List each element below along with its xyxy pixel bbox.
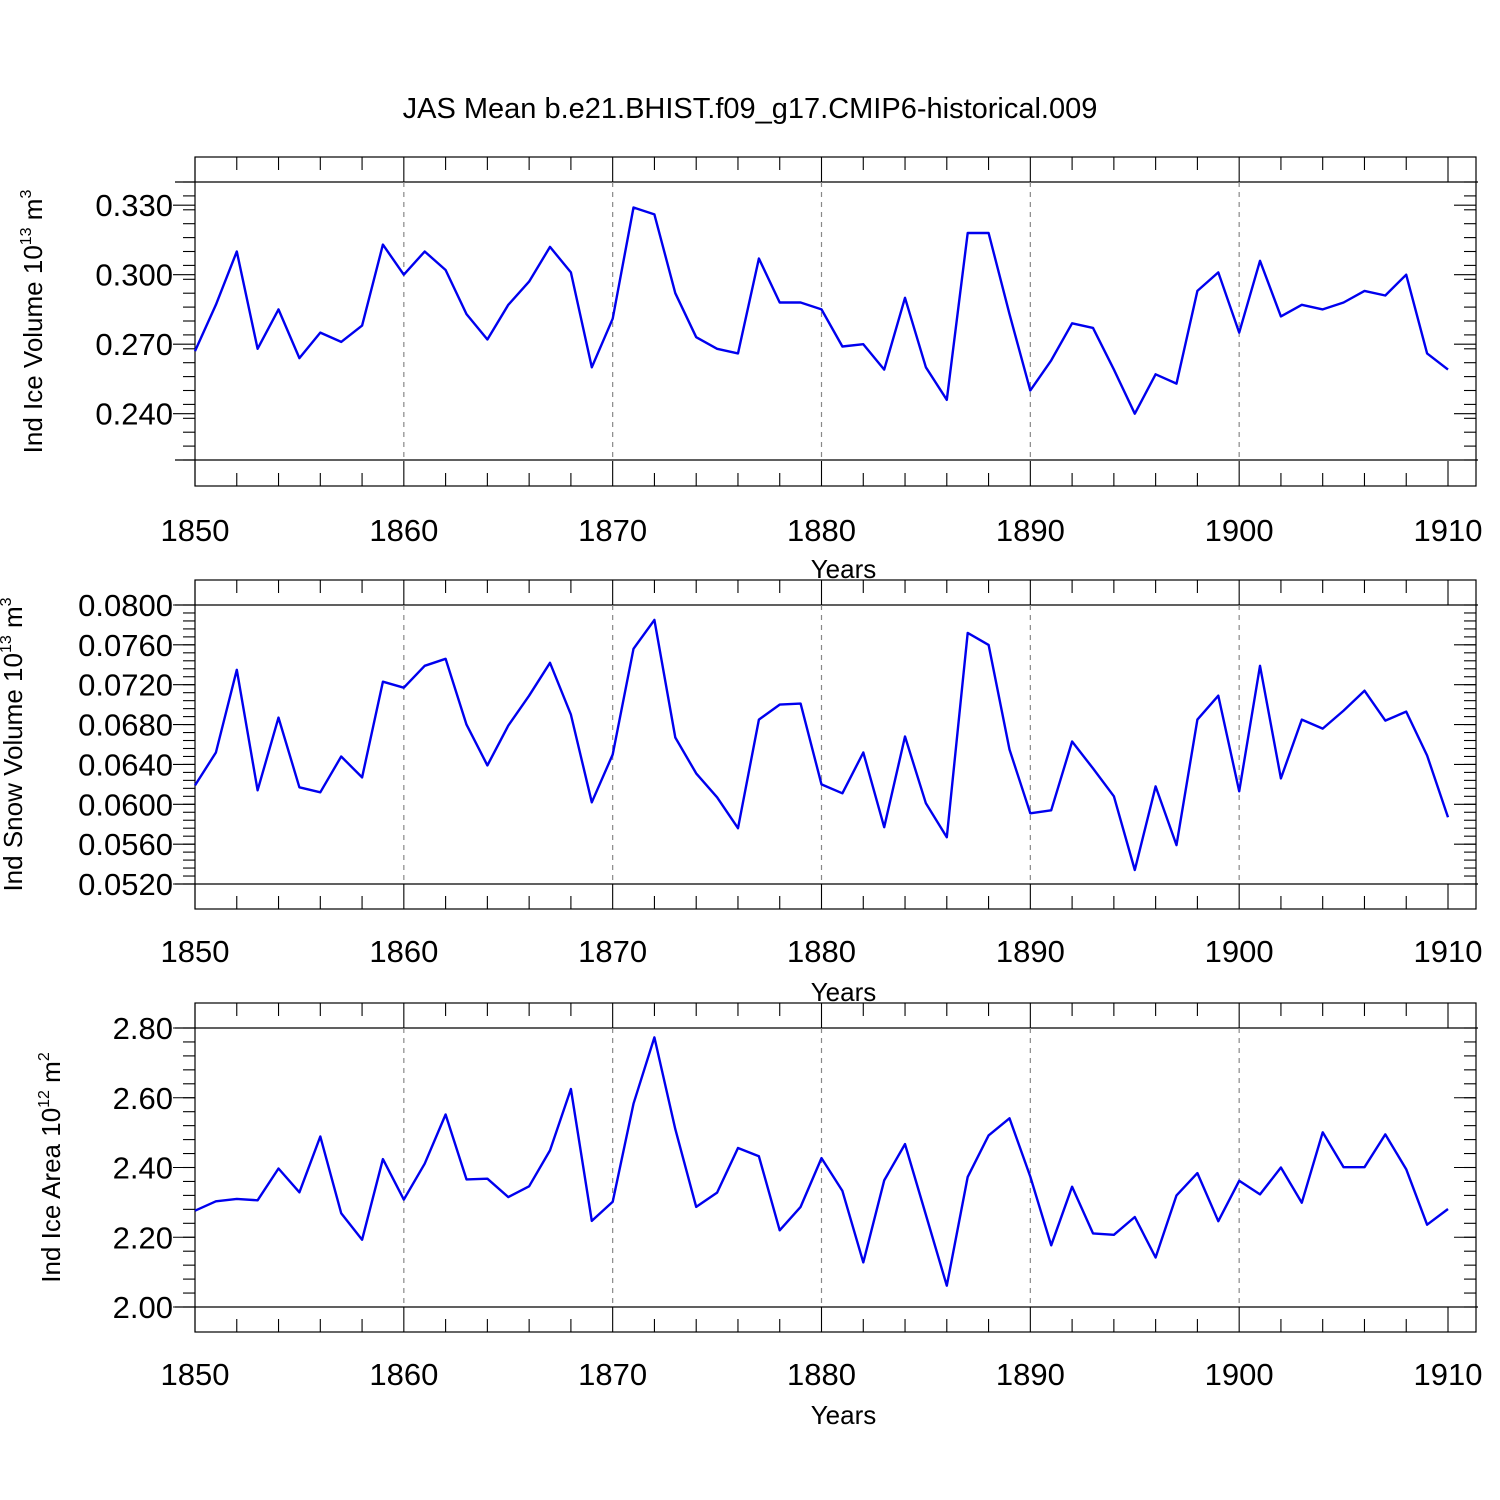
x-tick-label: 1880 — [787, 1357, 856, 1392]
series-line-ice-area — [194, 1036, 1449, 1287]
x-axis-label: Years — [811, 1400, 877, 1430]
y-label-unit-exponent: 2 — [36, 1052, 53, 1061]
y-label-main: Ind Ice Area 10 — [36, 1108, 66, 1283]
y-tick-label: 0.0720 — [78, 668, 173, 703]
x-tick-label: 1900 — [1205, 513, 1274, 548]
x-tick-label: 1860 — [369, 513, 438, 548]
y-tick-label: 0.0600 — [78, 787, 173, 822]
y-label-main: Ind Ice Volume 10 — [18, 245, 48, 453]
y-label-exponent: 12 — [36, 1090, 53, 1108]
x-tick-label: 1880 — [787, 513, 856, 548]
y-tick-label: 2.00 — [113, 1290, 173, 1325]
plot-frame — [194, 579, 1477, 910]
x-axis-label: Years — [811, 977, 877, 1007]
y-tick-label: 0.270 — [95, 327, 173, 362]
y-tick-label: 0.240 — [95, 397, 173, 432]
y-tick-label: 0.0640 — [78, 747, 173, 782]
y-label-main: Ind Snow Volume 10 — [0, 653, 28, 892]
y-label-exponent: 13 — [0, 635, 15, 653]
series-line-ice-volume — [193, 206, 1449, 415]
y-label-exponent: 13 — [18, 227, 35, 245]
y-tick-label: 0.0800 — [78, 588, 173, 623]
plot-frame — [194, 156, 1477, 487]
x-tick-label: 1870 — [578, 513, 647, 548]
y-tick-label: 2.40 — [113, 1151, 173, 1186]
y-tick-label: 0.330 — [95, 188, 173, 223]
x-tick-label: 1900 — [1205, 934, 1274, 969]
y-label-unit: m — [36, 1061, 66, 1090]
panel-ice-volume: 0.240 0.270 0.300 0.330 1850 1860 1870 1880 1890… — [18, 156, 1483, 584]
x-tick-label: 1860 — [369, 1357, 438, 1392]
x-tick-label: 1890 — [996, 1357, 1065, 1392]
x-tick-label: 1860 — [369, 934, 438, 969]
x-tick-label: 1850 — [161, 1357, 230, 1392]
y-label-unit-exponent: 3 — [18, 190, 35, 199]
x-tick-label: 1910 — [1414, 934, 1483, 969]
y-label-unit: m — [0, 606, 28, 635]
y-tick-label: 0.0680 — [78, 708, 173, 743]
y-tick-label: 0.0760 — [78, 628, 173, 663]
x-tick-label: 1870 — [578, 1357, 647, 1392]
panel-snow-volume: 0.0520 0.0560 0.0600 0.0640 0.0680 0.0720 0.07… — [0, 579, 1483, 1007]
x-tick-label: 1890 — [996, 513, 1065, 548]
x-tick-label: 1900 — [1205, 1357, 1274, 1392]
y-label-unit-exponent: 3 — [0, 597, 15, 606]
panel-ice-area: 2.00 2.20 2.40 2.60 2.80 1850 1860 1870 1880 1890… — [36, 1002, 1483, 1430]
series-line-snow-volume — [193, 618, 1450, 872]
x-tick-label: 1910 — [1414, 513, 1483, 548]
x-tick-label: 1850 — [161, 934, 230, 969]
y-tick-label: 0.0560 — [78, 827, 173, 862]
x-tick-label: 1850 — [161, 513, 230, 548]
y-tick-label: 2.20 — [113, 1220, 173, 1255]
y-tick-label: 0.0520 — [78, 867, 173, 902]
y-axis-label: Ind Ice Volume 1013 m3 — [18, 190, 48, 454]
x-tick-label: 1870 — [578, 934, 647, 969]
y-tick-label: 2.60 — [113, 1081, 173, 1116]
x-tick-label: 1880 — [787, 934, 856, 969]
y-axis-label: Ind Snow Volume 1013 m3 — [0, 597, 28, 891]
y-tick-label: 0.300 — [95, 258, 173, 293]
y-tick-label: 2.80 — [113, 1011, 173, 1046]
y-label-unit: m — [18, 199, 48, 228]
y-axis-label: Ind Ice Area 1012 m2 — [36, 1052, 66, 1283]
panels: 0.240 0.270 0.300 0.330 1850 1860 1870 1880 1890… — [0, 156, 1483, 1430]
chart-title: JAS Mean b.e21.BHIST.f09_g17.CMIP6-histo… — [403, 93, 1098, 125]
x-axis-label: Years — [811, 554, 877, 584]
x-tick-label: 1910 — [1414, 1357, 1483, 1392]
x-tick-label: 1890 — [996, 934, 1065, 969]
